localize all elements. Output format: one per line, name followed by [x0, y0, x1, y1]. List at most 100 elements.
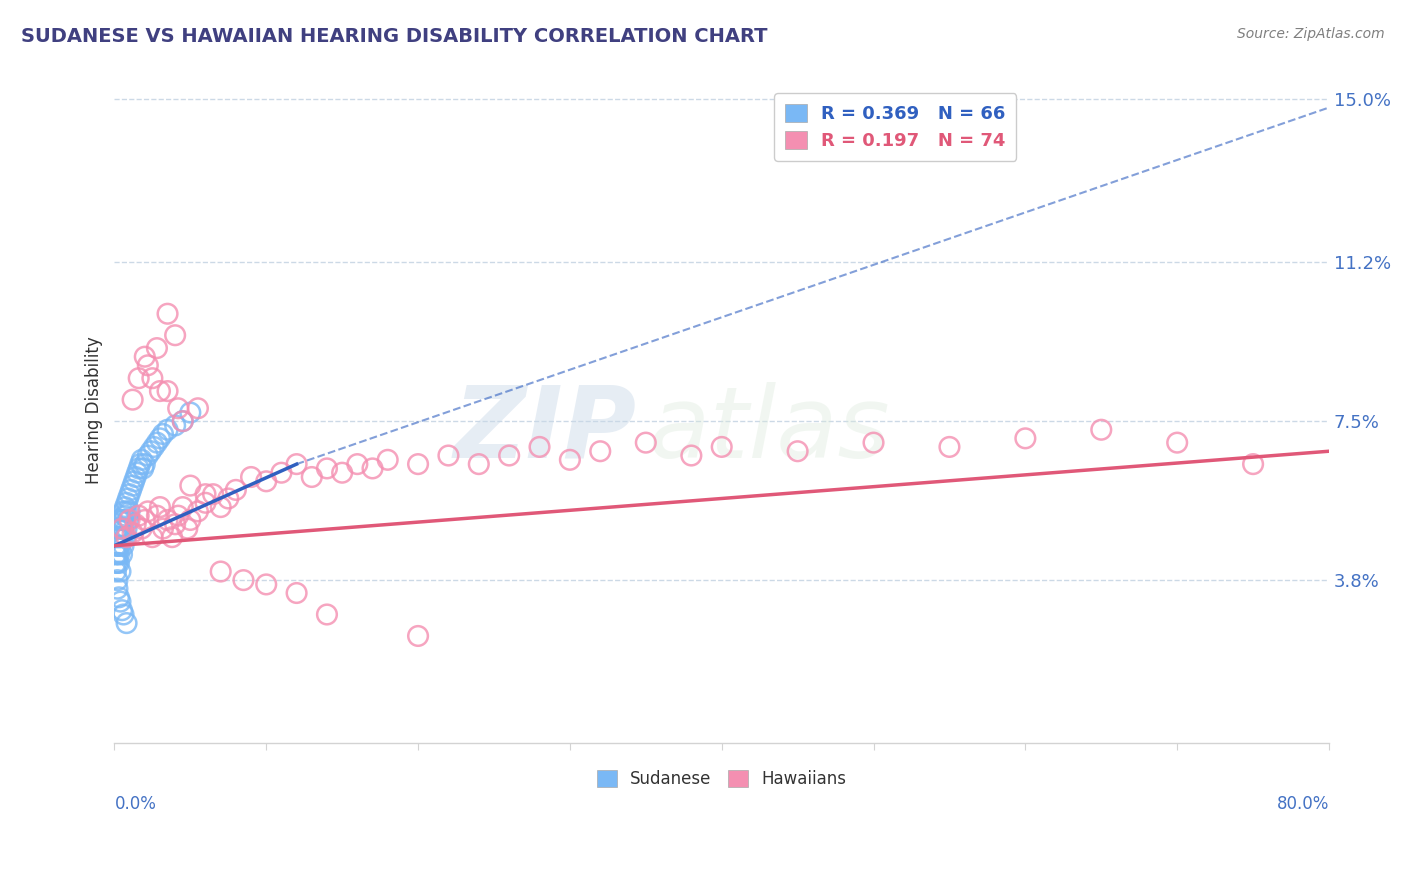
Point: [124, 470, 146, 484]
Point: [115, 616, 138, 631]
Point: [146, 435, 169, 450]
Point: [108, 530, 131, 544]
Point: [115, 522, 138, 536]
Point: [179, 478, 201, 492]
Point: [104, 539, 127, 553]
Point: [179, 406, 201, 420]
Point: [104, 565, 127, 579]
Point: [108, 539, 131, 553]
Point: [167, 508, 190, 523]
Point: [118, 487, 141, 501]
Point: [254, 577, 277, 591]
Point: [270, 466, 292, 480]
Point: [209, 500, 232, 514]
Point: [1241, 457, 1264, 471]
Point: [240, 470, 263, 484]
Point: [107, 530, 129, 544]
Point: [165, 328, 187, 343]
Point: [172, 414, 194, 428]
Point: [938, 440, 960, 454]
Point: [111, 522, 134, 536]
Point: [128, 461, 150, 475]
Text: Source: ZipAtlas.com: Source: ZipAtlas.com: [1237, 27, 1385, 41]
Point: [114, 530, 136, 544]
Point: [129, 457, 152, 471]
Text: ZIP: ZIP: [454, 382, 637, 479]
Point: [710, 440, 733, 454]
Point: [361, 461, 384, 475]
Point: [558, 452, 581, 467]
Point: [136, 449, 159, 463]
Point: [110, 522, 132, 536]
Point: [149, 384, 172, 398]
Point: [330, 466, 353, 480]
Point: [167, 401, 190, 416]
Point: [111, 513, 134, 527]
Point: [134, 350, 156, 364]
Point: [209, 565, 232, 579]
Point: [254, 475, 277, 489]
Point: [108, 591, 131, 605]
Point: [141, 371, 163, 385]
Point: [121, 478, 143, 492]
Point: [194, 487, 217, 501]
Point: [681, 449, 703, 463]
Point: [108, 513, 131, 527]
Point: [146, 341, 169, 355]
Point: [112, 504, 135, 518]
Point: [316, 607, 339, 622]
Point: [104, 547, 127, 561]
Point: [110, 539, 132, 553]
Point: [136, 504, 159, 518]
Point: [112, 539, 135, 553]
Text: SUDANESE VS HAWAIIAN HEARING DISABILITY CORRELATION CHART: SUDANESE VS HAWAIIAN HEARING DISABILITY …: [21, 27, 768, 45]
Point: [112, 607, 135, 622]
Point: [634, 435, 657, 450]
Point: [115, 530, 138, 544]
Point: [156, 513, 179, 527]
Point: [285, 586, 308, 600]
Point: [194, 496, 217, 510]
Point: [165, 418, 187, 433]
Point: [202, 487, 225, 501]
Point: [114, 508, 136, 523]
Point: [117, 491, 139, 506]
Point: [187, 504, 209, 518]
Point: [149, 500, 172, 514]
Point: [112, 513, 135, 527]
Point: [111, 522, 134, 536]
Point: [107, 522, 129, 536]
Point: [107, 573, 129, 587]
Point: [217, 491, 239, 506]
Point: [118, 504, 141, 518]
Point: [120, 483, 142, 497]
Point: [142, 440, 165, 454]
Point: [124, 517, 146, 532]
Point: [152, 522, 174, 536]
Point: [115, 504, 138, 518]
Point: [121, 525, 143, 540]
Point: [104, 530, 127, 544]
Point: [862, 435, 884, 450]
Point: [146, 508, 169, 523]
Point: [131, 452, 153, 467]
Point: [108, 547, 131, 561]
Point: [316, 461, 339, 475]
Point: [111, 603, 134, 617]
Point: [127, 466, 149, 480]
Point: [118, 513, 141, 527]
Point: [121, 392, 143, 407]
Point: [111, 530, 134, 544]
Point: [107, 547, 129, 561]
Point: [1014, 431, 1036, 445]
Point: [1166, 435, 1188, 450]
Point: [786, 444, 808, 458]
Point: [134, 513, 156, 527]
Point: [122, 475, 145, 489]
Point: [301, 470, 323, 484]
Y-axis label: Hearing Disability: Hearing Disability: [86, 336, 103, 484]
Point: [108, 556, 131, 570]
Point: [114, 500, 136, 514]
Text: 0.0%: 0.0%: [114, 795, 156, 813]
Point: [115, 496, 138, 510]
